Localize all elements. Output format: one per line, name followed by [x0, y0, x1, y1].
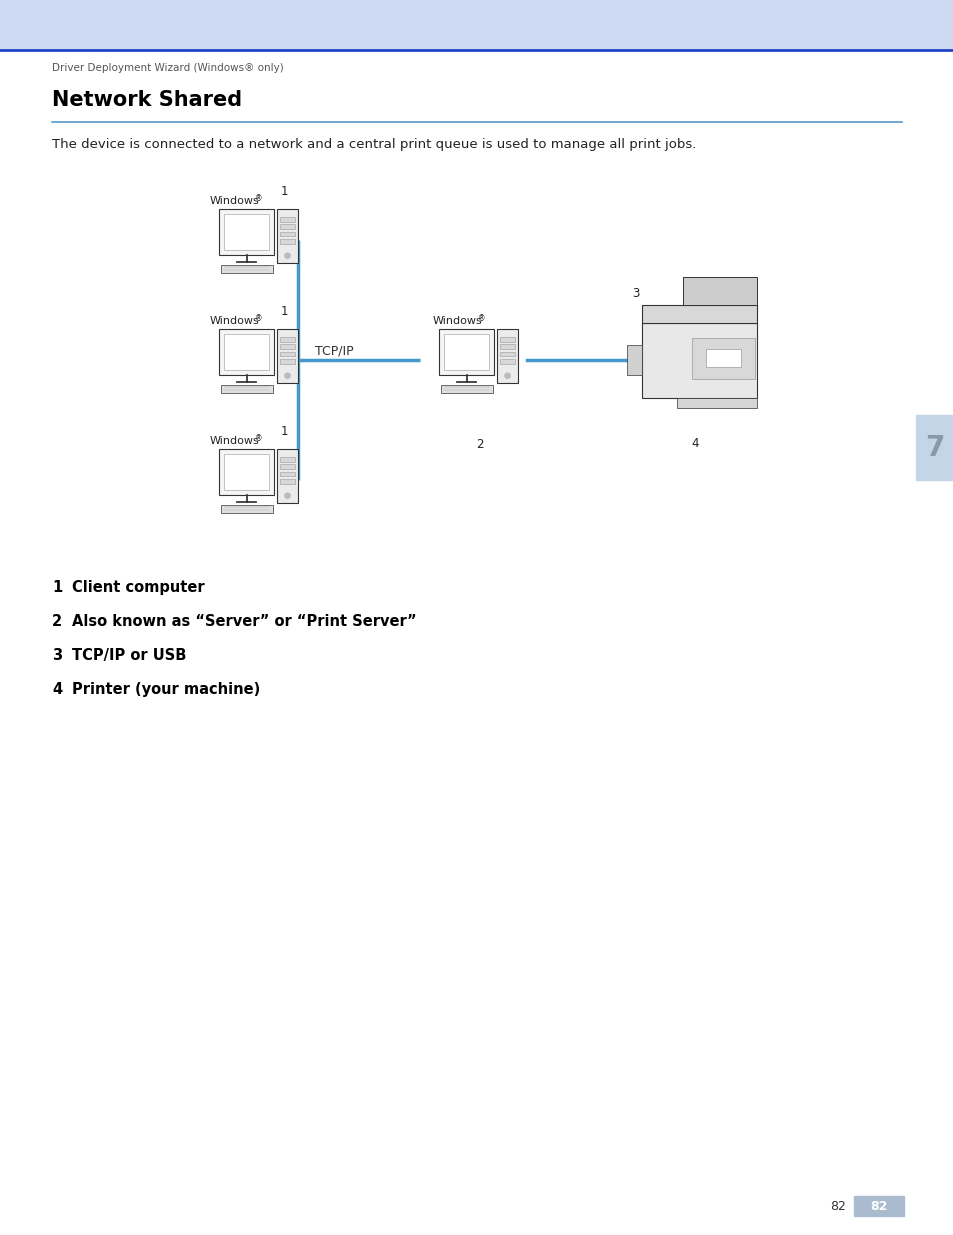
Text: 3: 3	[631, 287, 639, 300]
Text: Windows: Windows	[210, 436, 259, 446]
Text: 3: 3	[52, 648, 62, 663]
Text: 1: 1	[52, 580, 62, 595]
Text: ®: ®	[254, 314, 262, 324]
Bar	[220, 385, 273, 393]
Bar	[224, 333, 269, 369]
Bar	[627, 345, 641, 375]
Bar	[279, 464, 295, 469]
Bar	[279, 337, 295, 342]
Bar	[279, 472, 295, 477]
Bar	[438, 329, 494, 374]
Text: Client computer: Client computer	[71, 580, 204, 595]
Bar	[279, 352, 295, 357]
Bar	[440, 385, 492, 393]
Bar	[682, 277, 757, 305]
Bar	[276, 209, 297, 263]
Bar	[641, 305, 757, 322]
Text: 2: 2	[476, 438, 483, 451]
Bar	[220, 266, 273, 273]
Bar	[276, 448, 297, 503]
Bar	[853, 1195, 903, 1216]
Text: ®: ®	[477, 314, 485, 324]
Text: 1: 1	[281, 425, 288, 438]
Bar	[224, 214, 269, 249]
Bar	[499, 352, 515, 357]
Bar	[220, 505, 273, 513]
Bar	[279, 217, 295, 221]
Bar	[706, 348, 740, 367]
Bar	[219, 329, 274, 374]
Text: Driver Deployment Wizard (Windows® only): Driver Deployment Wizard (Windows® only)	[52, 63, 283, 73]
Text: ®: ®	[254, 194, 262, 203]
Bar	[279, 232, 295, 236]
Text: 1: 1	[281, 305, 288, 317]
Circle shape	[285, 373, 290, 378]
Bar	[499, 337, 515, 342]
Text: Windows: Windows	[210, 196, 259, 206]
Bar	[279, 345, 295, 350]
Text: Also known as “Server” or “Print Server”: Also known as “Server” or “Print Server”	[71, 614, 416, 629]
Text: 4: 4	[691, 437, 698, 450]
Bar	[499, 345, 515, 350]
Bar	[224, 453, 269, 489]
Bar	[444, 333, 489, 369]
Text: Network Shared: Network Shared	[52, 90, 242, 110]
Text: 7: 7	[924, 433, 943, 462]
Bar	[279, 479, 295, 484]
Bar	[279, 225, 295, 228]
Bar	[677, 398, 757, 408]
Bar	[219, 448, 274, 495]
Text: TCP/IP: TCP/IP	[314, 345, 354, 357]
Circle shape	[285, 253, 290, 258]
Text: 82: 82	[829, 1199, 845, 1213]
Bar	[641, 322, 757, 398]
Bar	[0, 0, 953, 49]
Text: TCP/IP or USB: TCP/IP or USB	[71, 648, 186, 663]
Text: 2: 2	[52, 614, 62, 629]
Bar	[279, 359, 295, 363]
Text: 4: 4	[52, 682, 62, 697]
Bar	[499, 359, 515, 363]
Text: Printer (your machine): Printer (your machine)	[71, 682, 260, 697]
Bar	[219, 209, 274, 254]
Bar	[692, 337, 755, 379]
Bar	[279, 238, 295, 243]
Bar	[915, 415, 953, 480]
Text: Windows: Windows	[210, 316, 259, 326]
Text: 1: 1	[281, 185, 288, 198]
Circle shape	[504, 373, 510, 378]
Circle shape	[285, 493, 290, 499]
Bar	[279, 457, 295, 462]
Bar	[276, 329, 297, 383]
Text: Windows: Windows	[433, 316, 482, 326]
Text: 82: 82	[869, 1199, 886, 1213]
Text: ®: ®	[254, 433, 262, 443]
Text: The device is connected to a network and a central print queue is used to manage: The device is connected to a network and…	[52, 138, 696, 151]
Bar	[497, 329, 517, 383]
